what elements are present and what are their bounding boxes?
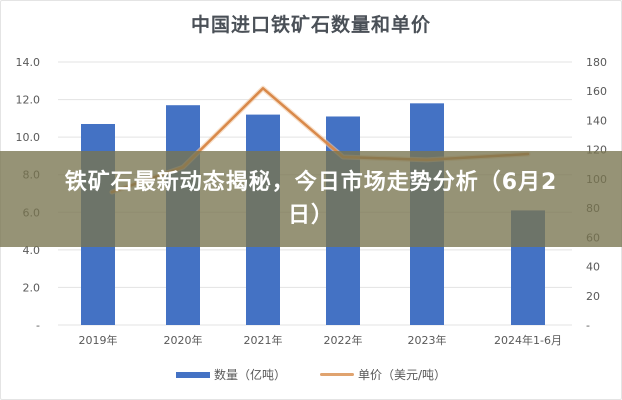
right-axis-tick: 180 — [586, 56, 607, 69]
left-axis-tick: 14.0 — [16, 56, 41, 69]
right-axis-tick: 20 — [586, 290, 600, 303]
legend-item-quantity: 数量（亿吨） — [175, 366, 286, 383]
x-axis-label: 2023年 — [408, 333, 447, 347]
left-axis-tick: 10.0 — [16, 131, 41, 144]
right-axis-tick: 160 — [586, 85, 607, 98]
headline-text: 铁矿石最新动态揭秘，今日市场走势分析（6月2日） — [64, 170, 558, 228]
legend-label-price: 单价（美元/吨） — [357, 368, 447, 382]
chart-title: 中国进口铁矿石数量和单价 — [190, 14, 431, 36]
right-axis-tick: - — [586, 319, 590, 332]
x-axis-label: 2019年 — [79, 333, 118, 347]
left-axis-tick: 12.0 — [16, 94, 41, 107]
left-axis-tick: 2.0 — [23, 281, 41, 294]
x-axis: 2019年 2020年 2021年 2022年 2023年 2024年1-6月 — [79, 333, 562, 347]
right-axis-tick: 40 — [586, 261, 600, 274]
x-axis-label: 2020年 — [164, 333, 203, 347]
legend-label-quantity: 数量（亿吨） — [213, 368, 286, 382]
x-axis-label: 2021年 — [244, 333, 283, 347]
headline-banner: 铁矿石最新动态揭秘，今日市场走势分析（6月2日） — [0, 151, 622, 247]
right-axis-tick: 140 — [586, 114, 607, 127]
left-axis-tick: - — [36, 319, 40, 332]
x-axis-label: 2024年1-6月 — [494, 333, 562, 347]
bar-swatch-icon — [175, 371, 210, 378]
legend-item-price: 单价（美元/吨） — [319, 366, 447, 383]
x-axis-label: 2022年 — [324, 333, 363, 347]
legend: 数量（亿吨） 单价（美元/吨） — [0, 366, 622, 383]
line-swatch-icon — [319, 373, 354, 376]
left-axis-tick: 4.0 — [23, 244, 41, 257]
